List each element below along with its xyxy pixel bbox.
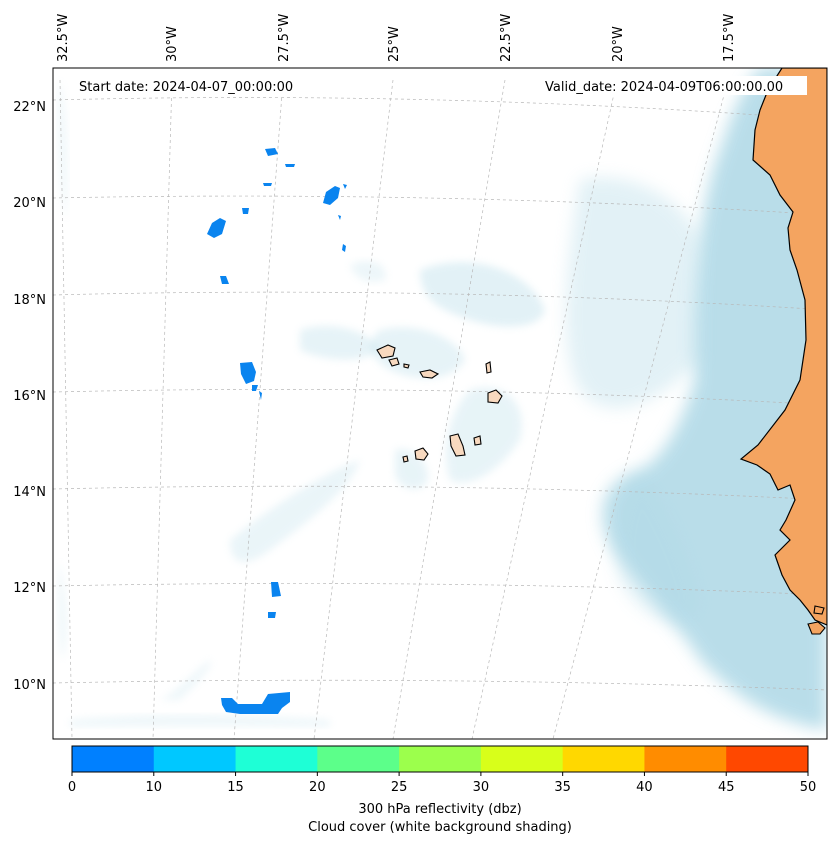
lon-label-32.5w: 32.5°W (56, 14, 71, 62)
colorbar-segments (72, 746, 809, 772)
colorbar-tick-label: 50 (800, 780, 817, 795)
island-santo-antao (376, 344, 396, 359)
colorbar-tick-label: 40 (636, 780, 653, 795)
colorbar-segment (562, 746, 645, 772)
map-frame (52, 67, 828, 740)
colorbar-segment (153, 746, 237, 772)
colorbar-tick-label: 45 (718, 780, 735, 795)
lon-label-27.5w: 27.5°W (277, 14, 292, 62)
island-santa-luzia (403, 363, 410, 369)
valid-date-label: Valid_date: 2024-04-09T06:00:00.00 (545, 80, 783, 95)
lat-label-16n: 16°N (13, 389, 46, 404)
colorbar-label-cloud-cover: Cloud cover (white background shading) (308, 820, 572, 835)
island-brava (402, 455, 409, 463)
colorbar-segment (726, 746, 809, 772)
lon-label-17.5w: 17.5°W (722, 14, 737, 62)
reflectivity-cells (207, 148, 347, 714)
island-maio (473, 435, 482, 446)
lon-label-25w: 25°W (387, 26, 402, 62)
latitude-labels: 22°N 20°N 18°N 16°N 14°N 12°N 10°N (13, 100, 46, 693)
colorbar-tick-label: 35 (554, 780, 571, 795)
colorbar: 0 10 15 20 25 30 35 40 45 50 300 hPa reflectivity… (68, 745, 816, 835)
colorbar-segment (235, 746, 318, 772)
africa-bijagos-islands (807, 621, 826, 635)
map-layers (53, 68, 827, 739)
colorbar-segment (72, 746, 155, 772)
start-date-label: Start date: 2024-04-07_00:00:00 (79, 80, 293, 95)
colorbar-tick-label: 30 (473, 780, 490, 795)
colorbar-frame (71, 745, 809, 773)
colorbar-segment (480, 746, 564, 772)
cape-verde-islands (376, 344, 503, 463)
colorbar-tick-label: 10 (146, 780, 163, 795)
colorbar-segment (317, 746, 400, 772)
lat-label-14n: 14°N (13, 485, 46, 500)
africa-small-island (813, 605, 825, 615)
colorbar-segment (399, 746, 482, 772)
island-fogo (414, 447, 429, 461)
lon-label-20w: 20°W (611, 26, 626, 62)
colorbar-tick-label: 15 (227, 780, 244, 795)
longitude-labels: 32.5°W 30°W 27.5°W 25°W 22.5°W 20°W 17.5… (56, 14, 737, 62)
lat-label-18n: 18°N (13, 293, 46, 308)
lon-label-22.5w: 22.5°W (499, 14, 514, 62)
start-date-box (72, 76, 312, 95)
graticule (53, 79, 827, 739)
africa-coastline (739, 68, 827, 626)
lon-label-30w: 30°W (165, 26, 180, 62)
colorbar-segment (644, 746, 727, 772)
island-sao-vicente (388, 357, 400, 367)
colorbar-tick-label: 0 (68, 780, 76, 795)
island-boa-vista (487, 389, 503, 404)
colorbar-ticks: 0 10 15 20 25 30 35 40 45 50 (68, 772, 816, 795)
island-santiago (449, 433, 466, 457)
valid-date-box (539, 76, 807, 95)
island-sal (485, 361, 492, 374)
lat-label-20n: 20°N (13, 196, 46, 211)
colorbar-label-reflectivity: 300 hPa reflectivity (dbz) (358, 802, 521, 817)
lat-label-10n: 10°N (13, 678, 46, 693)
colorbar-tick-label: 20 (309, 780, 326, 795)
island-sao-nicolau (419, 369, 440, 379)
lat-label-22n: 22°N (13, 100, 46, 115)
lat-label-12n: 12°N (13, 581, 46, 596)
colorbar-tick-label: 25 (391, 780, 408, 795)
